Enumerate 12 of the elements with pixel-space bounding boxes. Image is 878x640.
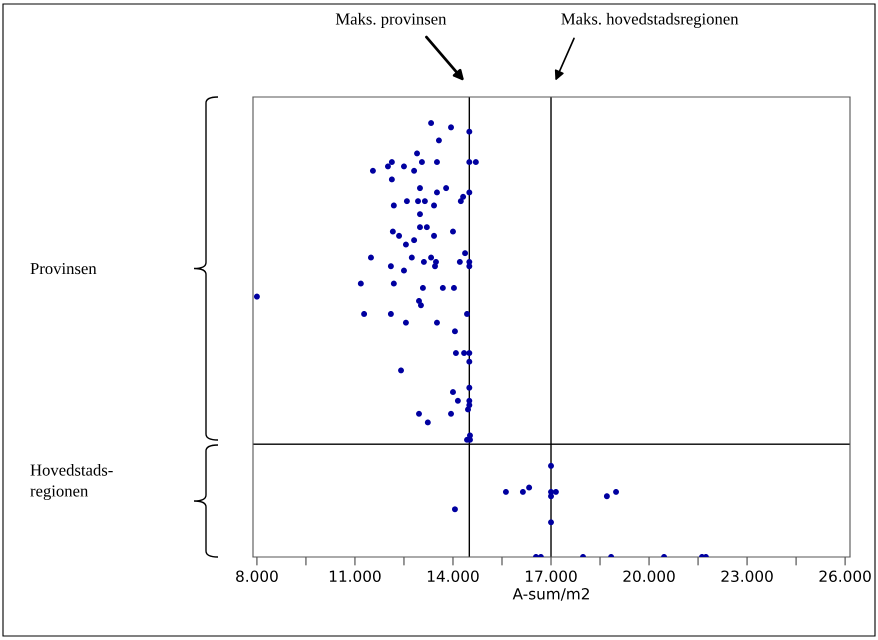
x-tick-label: 14.000: [428, 570, 479, 582]
text: Maks. provinsen: [336, 12, 446, 28]
x-tick-label: 17.000: [526, 570, 577, 582]
x-tick-label: 8.000: [236, 570, 278, 582]
text: Maks. hovedstadsregionen: [561, 12, 738, 28]
text: Hovedstads- regionen: [30, 464, 113, 500]
text: Provinsen: [30, 262, 96, 274]
x-tick-label: 26.000: [819, 570, 871, 582]
x-axis-title: A-sum/m2: [512, 588, 589, 601]
x-tick-label: 23.000: [721, 570, 773, 582]
x-tick-label: 20.000: [623, 570, 675, 582]
x-tick-label: 11.000: [330, 570, 381, 582]
